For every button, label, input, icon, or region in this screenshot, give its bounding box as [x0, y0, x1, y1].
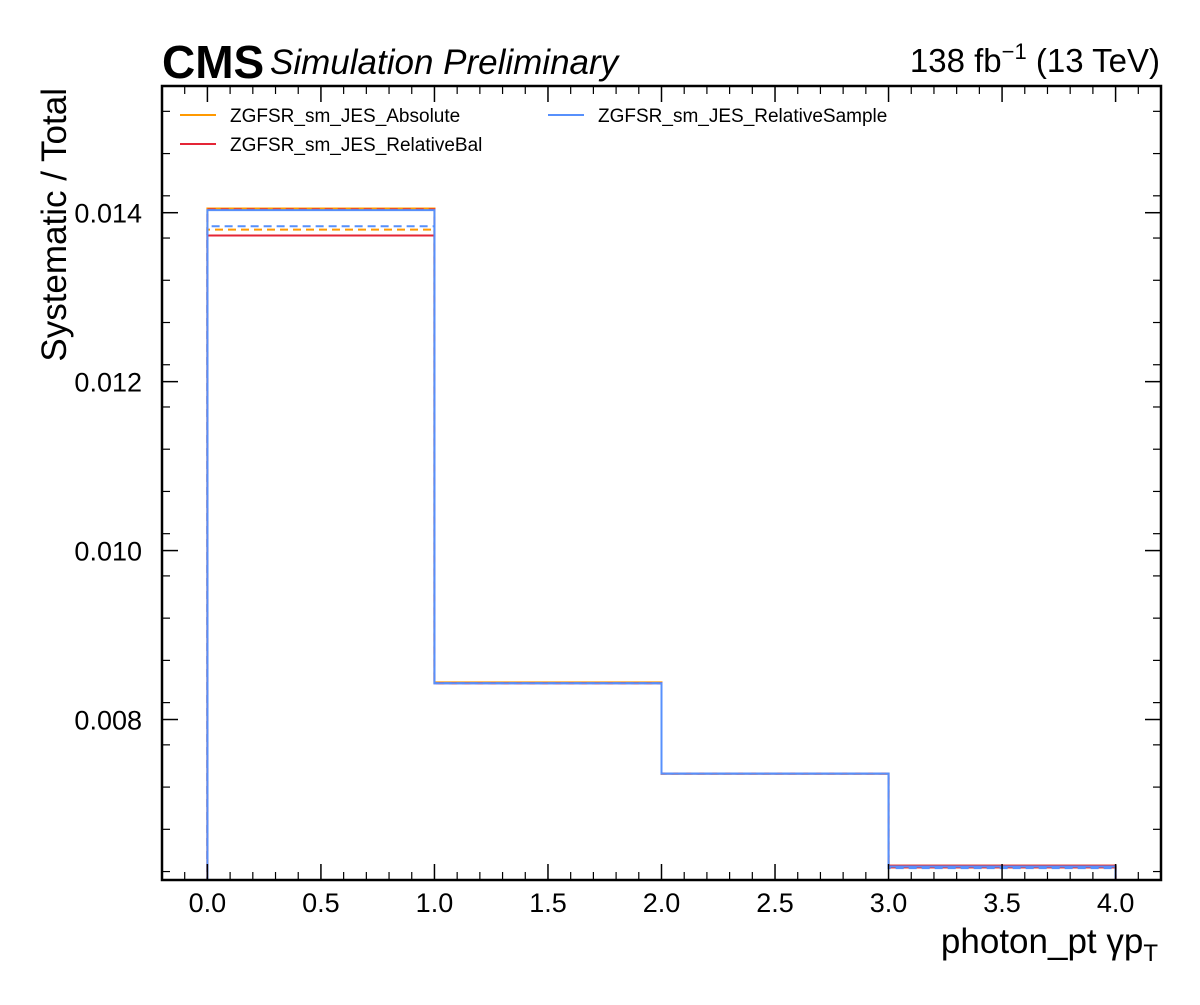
series-0-up-line [206, 207, 1117, 880]
x-tick-label: 0.5 [302, 888, 340, 918]
x-tick-label: 3.0 [870, 888, 908, 918]
y-tick-label: 0.014 [74, 199, 142, 229]
y-tick-label: 0.012 [74, 368, 142, 398]
x-tick-label: 4.0 [1097, 888, 1135, 918]
x-tick-label: 0.0 [189, 888, 227, 918]
lumi-value: 138 fb [910, 42, 1002, 79]
lumi-label: 138 fb−1 (13 TeV) [910, 39, 1160, 79]
x-axis-label-subscript: T [1143, 940, 1158, 967]
legend-label-2: ZGFSR_sm_JES_RelativeSample [598, 106, 887, 127]
cms-label: CMS [162, 36, 264, 88]
y-tick-label: 0.008 [74, 706, 142, 736]
legend: ZGFSR_sm_JES_Absolute ZGFSR_sm_JES_Relati… [180, 106, 887, 156]
x-tick-label: 2.5 [756, 888, 794, 918]
series-2-up-line [206, 209, 1117, 880]
series-0-down-line [206, 228, 1117, 880]
series-1-up-line [206, 234, 1117, 880]
legend-label-1: ZGFSR_sm_JES_RelativeBal [230, 135, 482, 156]
energy-label: (13 TeV) [1027, 42, 1160, 79]
y-axis-label: Systematic / Total [35, 88, 74, 362]
x-axis-label: photon_pt γpT [941, 922, 1158, 967]
histogram-layer [206, 207, 1117, 880]
x-tick-label: 3.5 [983, 888, 1021, 918]
series-2-down-line [206, 225, 1117, 880]
axes-layer: 0.0 0.5 1.0 1.5 2.0 2.5 3.0 3.5 4.0 0.008 0.010 0.0… [74, 84, 1163, 918]
x-axis-label-main: photon_pt γp [941, 922, 1143, 961]
series-1-down-line [206, 208, 1117, 880]
legend-label-0: ZGFSR_sm_JES_Absolute [230, 106, 460, 127]
x-tick-label: 1.0 [416, 888, 454, 918]
x-tick-label: 1.5 [529, 888, 567, 918]
status-label: Simulation Preliminary [270, 43, 621, 82]
lumi-exponent: −1 [1002, 39, 1027, 64]
x-tick-label: 2.0 [643, 888, 681, 918]
y-tick-label: 0.010 [74, 537, 142, 567]
